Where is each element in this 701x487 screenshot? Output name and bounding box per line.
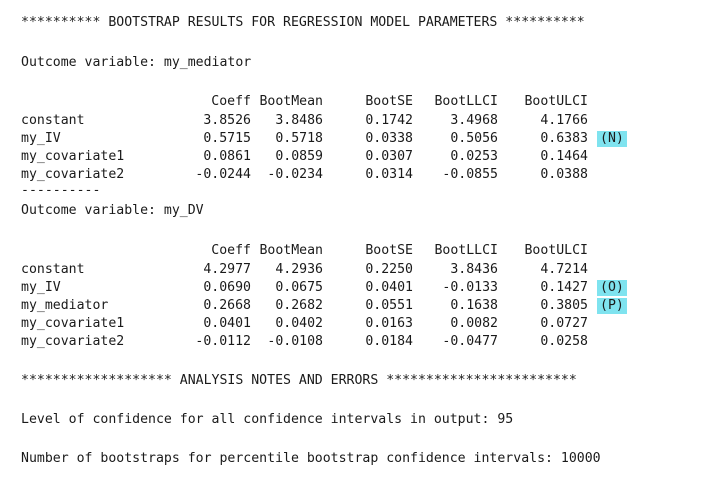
column-header-bootulci: BootULCI (524, 243, 588, 258)
coeff-value: 0.0861 (203, 149, 251, 164)
column-header-bootse: BootSE (365, 94, 413, 109)
bootllci-value: 0.0253 (450, 149, 498, 164)
row-label: my_mediator (21, 298, 109, 313)
results-header: ********** BOOTSTRAP RESULTS FOR REGRESS… (21, 15, 585, 30)
bootulci-value: 0.3805 (540, 298, 588, 313)
bootse-value: 0.0163 (365, 316, 413, 331)
separator-line: ---------- (21, 183, 101, 198)
column-header-bootllci: BootLLCI (434, 243, 498, 258)
bootllci-value: 3.4968 (450, 113, 498, 128)
row-label: my_covariate1 (21, 316, 125, 331)
row-label: my_IV (21, 131, 61, 146)
bootse-value: 0.2250 (365, 262, 413, 277)
coeff-value: 0.0690 (203, 280, 251, 295)
row-label: my_covariate2 (21, 167, 125, 182)
bootmean-value: -0.0108 (267, 334, 323, 349)
column-header-bootmean: BootMean (259, 94, 323, 109)
column-header-bootmean: BootMean (259, 243, 323, 258)
table-row: my_covariate1 0.0861 0.0859 0.0307 0.025… (21, 148, 681, 166)
coeff-value: 4.2977 (203, 262, 251, 277)
row-label: my_covariate1 (21, 149, 125, 164)
bootmean-value: 0.2682 (275, 298, 323, 313)
bootllci-value: -0.0133 (442, 280, 498, 295)
table-row: my_covariate1 0.0401 0.0402 0.0163 0.008… (21, 315, 681, 333)
bootllci-value: 0.5056 (450, 131, 498, 146)
table-row: my_covariate2 -0.0112 -0.0108 0.0184 -0.… (21, 333, 681, 351)
bootulci-value: 0.0727 (540, 316, 588, 331)
bootmean-value: -0.0234 (267, 167, 323, 182)
bootse-value: 0.0338 (365, 131, 413, 146)
bootmean-value: 4.2936 (275, 262, 323, 277)
bootmean-value: 0.0859 (275, 149, 323, 164)
bootulci-value: 4.1766 (540, 113, 588, 128)
coeff-value: -0.0112 (195, 334, 251, 349)
bootse-value: 0.0401 (365, 280, 413, 295)
column-header-coeff: Coeff (211, 94, 251, 109)
bootllci-value: 0.1638 (450, 298, 498, 313)
bootllci-value: 3.8436 (450, 262, 498, 277)
bootmean-value: 0.0402 (275, 316, 323, 331)
column-header-bootulci: BootULCI (524, 94, 588, 109)
table-row: my_covariate2 -0.0244 -0.0234 0.0314 -0.… (21, 166, 681, 184)
bootulci-value: 0.0258 (540, 334, 588, 349)
bootmean-value: 3.8486 (275, 113, 323, 128)
bootse-value: 0.1742 (365, 113, 413, 128)
column-header-row: Coeff BootMean BootSE BootLLCI BootULCI (21, 242, 681, 260)
row-label: constant (21, 262, 85, 277)
bootulci-value: 0.1464 (540, 149, 588, 164)
bootllci-value: 0.0082 (450, 316, 498, 331)
bootstrap-count-note: Number of bootstraps for percentile boot… (21, 451, 601, 466)
column-header-bootse: BootSE (365, 243, 413, 258)
row-label: my_covariate2 (21, 334, 125, 349)
bootulci-value: 0.0388 (540, 167, 588, 182)
bootllci-value: -0.0477 (442, 334, 498, 349)
bootulci-value: 0.6383 (540, 131, 588, 146)
confidence-note: Level of confidence for all confidence i… (21, 412, 514, 427)
coeff-value: -0.0244 (195, 167, 251, 182)
row-label: my_IV (21, 280, 61, 295)
coeff-value: 0.0401 (203, 316, 251, 331)
row-label: constant (21, 113, 85, 128)
highlight-tag-o: (O) (597, 280, 627, 296)
bootmean-value: 0.0675 (275, 280, 323, 295)
table-row: my_IV 0.5715 0.5718 0.0338 0.5056 0.6383… (21, 130, 681, 148)
column-header-row: Coeff BootMean BootSE BootLLCI BootULCI (21, 93, 681, 111)
coeff-value: 0.5715 (203, 131, 251, 146)
table-row: my_mediator 0.2668 0.2682 0.0551 0.1638 … (21, 297, 681, 315)
highlight-tag-p: (P) (597, 298, 627, 314)
bootse-value: 0.0184 (365, 334, 413, 349)
bootulci-value: 0.1427 (540, 280, 588, 295)
bootse-value: 0.0551 (365, 298, 413, 313)
bootmean-value: 0.5718 (275, 131, 323, 146)
bootse-value: 0.0314 (365, 167, 413, 182)
table-row: my_IV 0.0690 0.0675 0.0401 -0.0133 0.142… (21, 279, 681, 297)
highlight-tag-n: (N) (597, 131, 627, 147)
bootllci-value: -0.0855 (442, 167, 498, 182)
coeff-value: 3.8526 (203, 113, 251, 128)
bootse-value: 0.0307 (365, 149, 413, 164)
table-row: constant 3.8526 3.8486 0.1742 3.4968 4.1… (21, 112, 681, 130)
coeff-value: 0.2668 (203, 298, 251, 313)
notes-header: ******************* ANALYSIS NOTES AND E… (21, 373, 577, 388)
table-row: constant 4.2977 4.2936 0.2250 3.8436 4.7… (21, 261, 681, 279)
bootulci-value: 4.7214 (540, 262, 588, 277)
outcome-label-mediator: Outcome variable: my_mediator (21, 55, 252, 70)
column-header-coeff: Coeff (211, 243, 251, 258)
column-header-bootllci: BootLLCI (434, 94, 498, 109)
outcome-label-dv: Outcome variable: my_DV (21, 203, 204, 218)
